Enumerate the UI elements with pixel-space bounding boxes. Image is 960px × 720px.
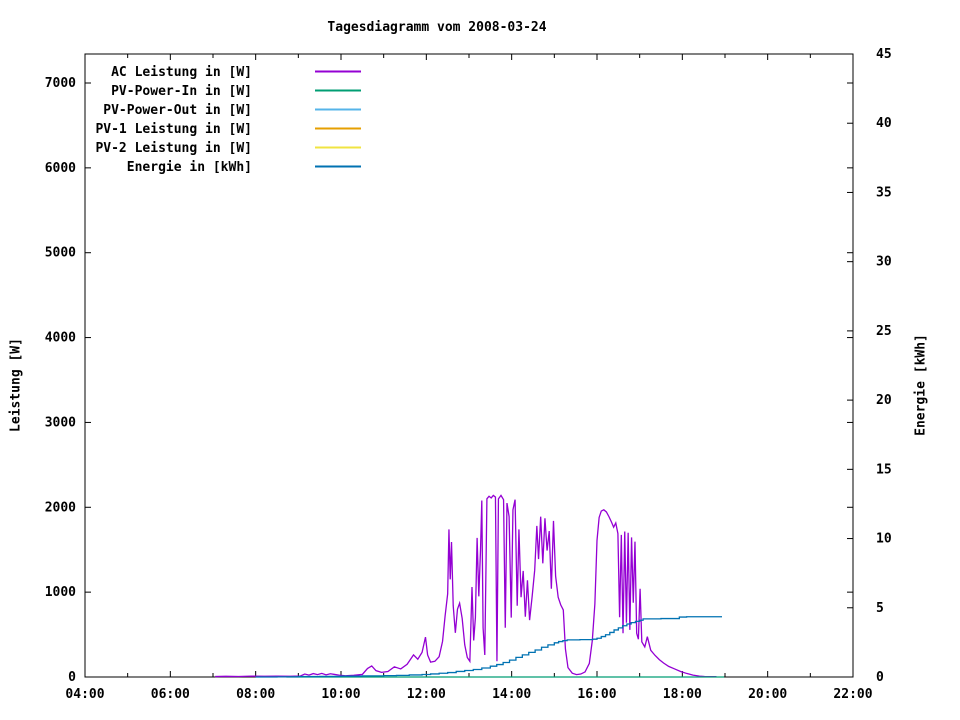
y2-tick-label: 20 [876, 393, 892, 408]
x-tick-label: 10:00 [321, 687, 360, 702]
x-axis-ticks: 04:00 06:00 08:00 10:00 12:00 14:00 16:00 18:00… [65, 54, 873, 702]
legend-label-ac-leistung-in-w: AC Leistung in [W] [111, 65, 252, 80]
y-tick-label: 5000 [45, 246, 76, 261]
y-tick-label: 4000 [45, 331, 76, 346]
y-tick-label: 2000 [45, 500, 76, 515]
legend-label-pv-1-leistung-in-w: PV-1 Leistung in [W] [95, 122, 252, 137]
y-axis-ticks: 0 1000 2000 3000 4000 5000 6000 7000 [45, 76, 853, 685]
y2-tick-label: 0 [876, 670, 884, 685]
y2-tick-label: 15 [876, 462, 892, 477]
legend-label-energie-in-kwh: Energie in [kWh] [127, 160, 252, 175]
x-tick-label: 12:00 [407, 687, 446, 702]
legend-label-pv-power-in-in-w: PV-Power-In in [W] [111, 84, 252, 99]
x-tick-label: 22:00 [833, 687, 872, 702]
series-energie-in-kwh [255, 616, 723, 678]
y2-tick-label: 10 [876, 532, 892, 547]
series-ac-leistung-in-w [215, 494, 717, 678]
x-tick-label: 18:00 [663, 687, 702, 702]
y-tick-label: 0 [68, 670, 76, 685]
x-tick-label: 08:00 [236, 687, 275, 702]
legend-label-pv-power-out-in-w: PV-Power-Out in [W] [103, 103, 252, 118]
x-tick-label: 16:00 [577, 687, 616, 702]
y2-tick-label: 30 [876, 255, 892, 270]
y2-axis-ticks: 0 5 10 15 20 25 30 35 40 45 [847, 47, 892, 685]
y2-tick-label: 45 [876, 47, 892, 62]
x-tick-label: 20:00 [748, 687, 787, 702]
y2-tick-label: 35 [876, 185, 892, 200]
y2-tick-label: 25 [876, 324, 892, 339]
legend-label-pv-2-leistung-in-w: PV-2 Leistung in [W] [95, 141, 252, 156]
y-tick-label: 1000 [45, 585, 76, 600]
chart-title: Tagesdiagramm vom 2008-03-24 [327, 20, 547, 35]
y2-tick-label: 5 [876, 601, 884, 616]
x-tick-label: 14:00 [492, 687, 531, 702]
y2-tick-label: 40 [876, 116, 892, 131]
y-tick-label: 7000 [45, 76, 76, 91]
x-tick-label: 04:00 [65, 687, 104, 702]
y-tick-label: 3000 [45, 415, 76, 430]
y-tick-label: 6000 [45, 161, 76, 176]
x-tick-label: 06:00 [151, 687, 190, 702]
legend: AC Leistung in [W] PV-Power-In in [W] PV-P… [95, 65, 361, 175]
